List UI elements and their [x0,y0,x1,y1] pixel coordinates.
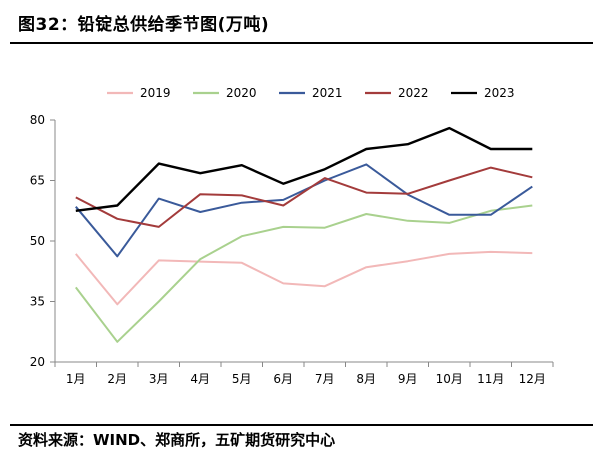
title-divider [10,42,593,44]
legend-label-2019: 2019 [140,86,171,100]
x-tick-label: 12月 [519,372,546,386]
x-tick-label: 10月 [436,372,463,386]
x-tick-label: 8月 [356,372,376,386]
chart-title: 图32：铅锭总供给季节图(万吨) [18,15,270,35]
y-tick-label: 50 [30,234,45,248]
x-tick-label: 4月 [190,372,210,386]
legend-label-2023: 2023 [484,86,515,100]
x-tick-label: 3月 [149,372,169,386]
legend-label-2022: 2022 [398,86,429,100]
y-tick-label: 65 [30,174,45,188]
legend-label-2020: 2020 [226,86,257,100]
x-tick-label: 6月 [273,372,293,386]
y-tick-label: 35 [30,295,45,309]
x-tick-label: 2月 [107,372,127,386]
x-tick-label: 1月 [66,372,86,386]
source-divider [10,424,593,426]
y-tick-label: 20 [30,355,45,369]
series-line-2022 [75,166,533,228]
x-tick-label: 7月 [315,372,335,386]
legend-label-2021: 2021 [312,86,343,100]
series-line-2023 [75,126,533,212]
series-line-2021 [75,163,533,258]
x-tick-label: 11月 [477,372,504,386]
y-tick-label: 80 [30,113,45,127]
x-tick-label: 5月 [232,372,252,386]
series-line-2020 [75,204,533,343]
series-line-2019 [75,250,533,306]
x-tick-label: 9月 [398,372,418,386]
source-note: 资料来源：WIND、郑商所，五矿期货研究中心 [18,431,336,449]
